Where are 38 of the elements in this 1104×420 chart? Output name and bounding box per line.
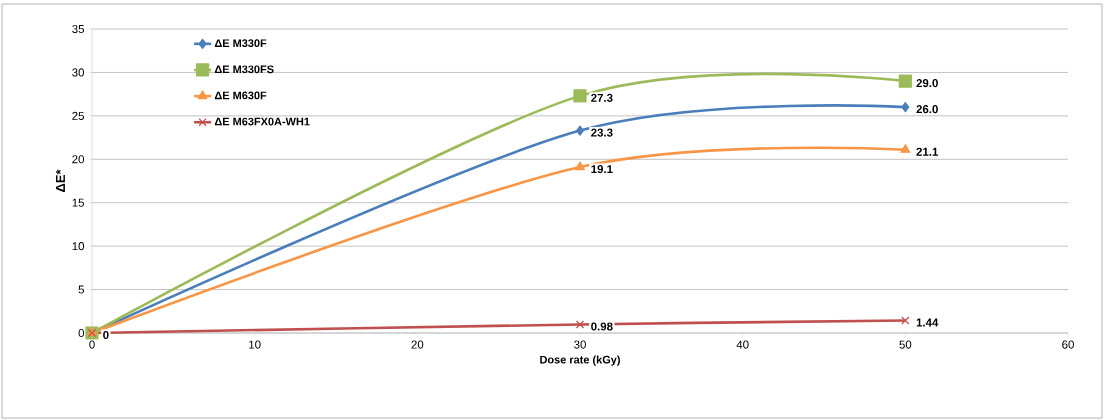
x-tick-label: 20 <box>411 340 424 349</box>
x-tick-label: 30 <box>574 340 586 349</box>
x-tick-label: 60 <box>1062 340 1074 349</box>
y-tick-label: 15 <box>72 198 84 207</box>
x-tick-label: 0 <box>89 340 95 349</box>
point <box>898 74 912 88</box>
data-label: 29.0 <box>916 79 938 88</box>
data-label: 21.1 <box>916 147 939 156</box>
data-label: 1.44 <box>916 318 939 327</box>
y-tick-label: 25 <box>72 111 84 120</box>
y-tick-label: 35 <box>72 24 84 34</box>
legend-label: ΔE M330F <box>214 39 267 48</box>
x-tick-label: 10 <box>249 340 261 349</box>
point <box>575 161 585 171</box>
data-label: 23.3 <box>591 128 613 137</box>
y-tick-label: 5 <box>78 285 84 294</box>
x-tick-label: 40 <box>736 340 749 349</box>
data-label: 0.98 <box>591 322 613 331</box>
point <box>900 144 911 153</box>
data-label: 0 <box>103 330 109 340</box>
x-axis-title: Dose rate (kGy) <box>540 355 620 366</box>
y-tick-label: 10 <box>72 242 85 251</box>
point <box>901 316 910 325</box>
y-tick-label: 0 <box>78 328 85 338</box>
y-axis-title: ΔE* <box>55 169 65 192</box>
legend-label: ΔE M330FS <box>214 65 274 74</box>
point <box>901 102 910 113</box>
y-tick-label: 30 <box>72 68 85 77</box>
point <box>575 320 585 329</box>
y-tick-label: 20 <box>72 155 85 164</box>
x-tick-label: 50 <box>899 340 912 349</box>
data-label: 27.3 <box>591 93 613 102</box>
legend-label: ΔE M630F <box>214 91 267 100</box>
point <box>576 125 584 136</box>
data-label: 19.1 <box>591 165 613 174</box>
point <box>573 89 587 103</box>
legend-label: ΔE M63FX0A-WH1 <box>214 117 310 126</box>
data-label: 26.0 <box>916 105 938 114</box>
